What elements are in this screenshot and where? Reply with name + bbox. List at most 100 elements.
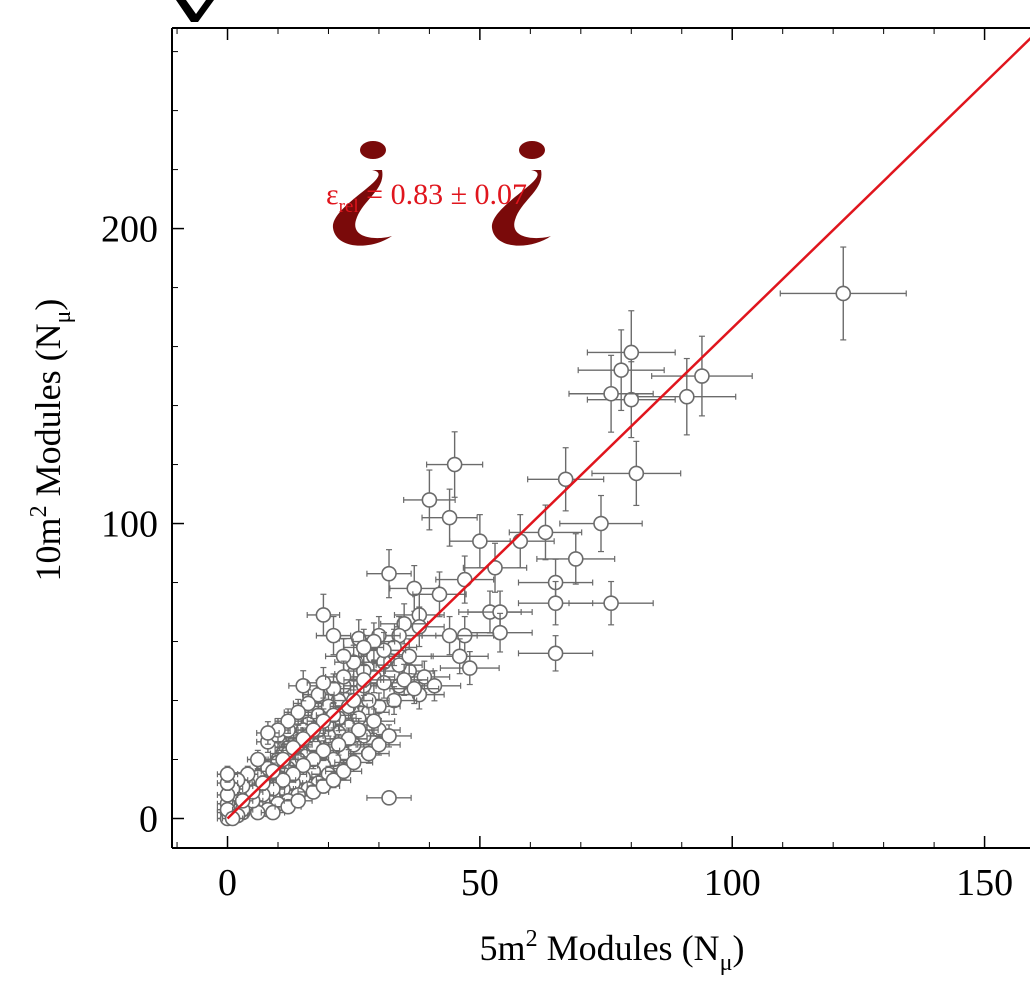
glyph-artifact-icons (332, 141, 551, 246)
data-point (334, 686, 374, 715)
x-tick-label: 100 (704, 862, 761, 904)
data-point (380, 663, 429, 696)
point-marker (623, 391, 640, 408)
point-marker (406, 680, 423, 697)
data-point (389, 565, 440, 612)
point-marker (265, 804, 281, 821)
point-marker (406, 580, 423, 597)
point-marker (290, 793, 306, 809)
data-point (403, 469, 456, 531)
y-axis-label: 10m2 Modules (Nμ) (26, 299, 76, 582)
data-point (347, 743, 390, 764)
data-point (517, 635, 594, 672)
point-marker (335, 763, 352, 780)
point-marker (603, 385, 619, 402)
data-point (352, 708, 396, 734)
point-marker (381, 565, 397, 582)
data-point (366, 549, 412, 599)
point-marker (366, 713, 382, 729)
data-point (448, 514, 511, 569)
y-tick-label: 0 (139, 799, 158, 841)
data-point (274, 708, 302, 734)
point-marker (512, 533, 529, 550)
data-point (334, 752, 374, 772)
point-marker (325, 772, 342, 788)
data-point (366, 790, 412, 806)
point-marker (280, 713, 296, 729)
data-point (779, 246, 907, 341)
axes-frame (171, 27, 1030, 849)
point-marker (421, 492, 438, 508)
point-marker (315, 607, 332, 623)
point-marker (224, 810, 241, 827)
point-marker (371, 736, 387, 753)
point-marker (396, 672, 412, 688)
data-point (315, 772, 352, 789)
point-marker (603, 595, 619, 611)
point-marker (446, 456, 463, 473)
data-point (651, 335, 753, 417)
point-marker (593, 515, 609, 532)
data-point (306, 593, 341, 637)
point-marker (557, 471, 574, 488)
data-point (426, 431, 484, 498)
data-point (269, 772, 297, 789)
data-point (256, 721, 280, 745)
point-marker (461, 660, 478, 676)
axis-ticks (172, 28, 986, 848)
data-points (216, 246, 907, 827)
point-marker (265, 763, 281, 780)
inverted-question-mark-icon (332, 141, 392, 246)
point-marker (441, 509, 458, 526)
fit-line-layer (226, 37, 1030, 820)
point-marker (315, 713, 332, 729)
data-point (216, 765, 239, 783)
point-marker (694, 368, 710, 384)
point-marker (567, 551, 584, 567)
point-marker (249, 751, 266, 768)
point-marker (623, 344, 640, 361)
point-marker (325, 627, 342, 644)
data-point (306, 708, 341, 734)
data-point (260, 762, 286, 781)
cropped-glyph-fragment (176, 0, 214, 22)
data-point (357, 733, 401, 756)
point-marker (835, 285, 852, 302)
point-marker (275, 772, 291, 788)
point-marker (219, 766, 236, 783)
point-marker (472, 533, 488, 550)
data-point (577, 329, 665, 412)
data-point (591, 440, 682, 507)
point-marker (381, 790, 397, 806)
x-tick-label: 150 (956, 862, 1013, 904)
point-marker (401, 648, 418, 665)
point-marker (451, 648, 468, 665)
data-point (439, 651, 500, 686)
data-point (536, 533, 616, 585)
data-point (297, 717, 330, 743)
point-marker (431, 586, 448, 603)
point-marker (441, 627, 458, 644)
point-marker (537, 524, 554, 541)
data-point (288, 670, 319, 702)
data-point (315, 673, 352, 705)
point-marker (315, 675, 332, 691)
efficiency-annotation: εrel = 0.83 ± 0.07 (326, 178, 527, 217)
x-axis-label: 5m2 Modules (Nμ) (480, 926, 745, 976)
y-tick-label: 100 (101, 504, 158, 546)
data-point (269, 749, 297, 770)
point-marker (275, 751, 291, 768)
data-point (370, 686, 418, 715)
fit-line (226, 37, 1030, 820)
data-point (260, 804, 286, 821)
data-point (527, 447, 605, 512)
data-point (467, 590, 533, 634)
inverted-question-mark-icon (491, 141, 551, 246)
point-marker (487, 559, 503, 576)
data-point (315, 615, 352, 656)
point-marker (330, 736, 347, 753)
point-marker (613, 362, 629, 378)
data-point (389, 673, 440, 705)
point-marker (426, 677, 443, 694)
